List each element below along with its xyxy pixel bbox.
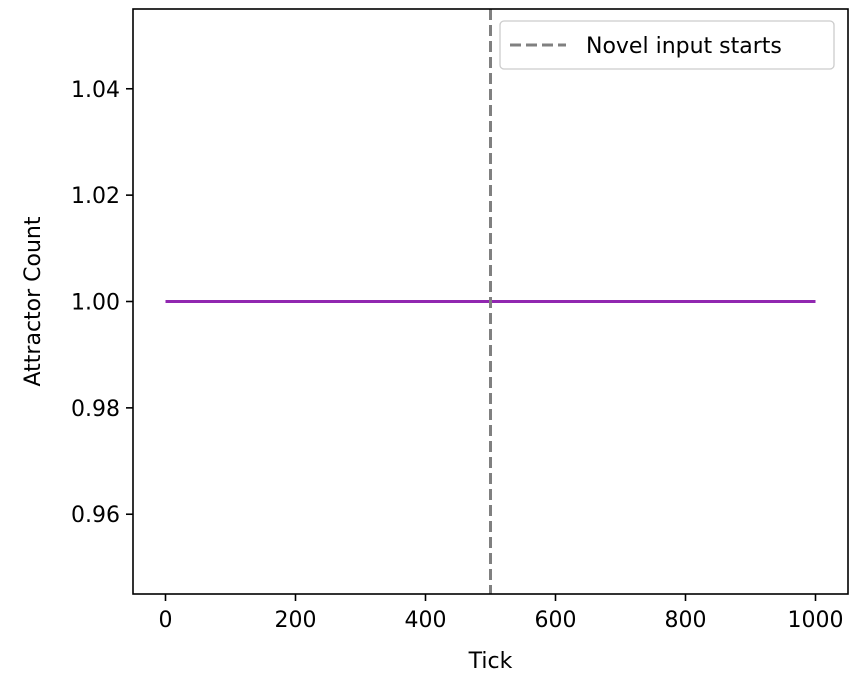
y-tick-label: 0.98 bbox=[71, 397, 120, 422]
x-tick-label: 1000 bbox=[788, 608, 844, 633]
legend: Novel input starts bbox=[499, 20, 835, 70]
legend-entry-novel-input: Novel input starts bbox=[586, 34, 782, 59]
y-axis-ticks: 0.96 0.98 1.00 1.02 1.04 bbox=[71, 78, 133, 528]
x-axis-label: Tick bbox=[468, 649, 513, 674]
x-tick-label: 200 bbox=[275, 608, 317, 633]
legend-box bbox=[499, 20, 835, 70]
y-tick-label: 1.04 bbox=[71, 78, 120, 103]
x-tick-label: 400 bbox=[405, 608, 447, 633]
x-axis-ticks: 0 200 400 600 800 1000 bbox=[159, 594, 844, 633]
y-tick-label: 0.96 bbox=[71, 503, 120, 528]
x-tick-label: 0 bbox=[159, 608, 173, 633]
x-tick-label: 600 bbox=[535, 608, 577, 633]
x-tick-label: 800 bbox=[665, 608, 707, 633]
y-tick-label: 1.00 bbox=[71, 291, 120, 316]
y-tick-label: 1.02 bbox=[71, 184, 120, 209]
y-axis-label: Attractor Count bbox=[21, 216, 46, 386]
